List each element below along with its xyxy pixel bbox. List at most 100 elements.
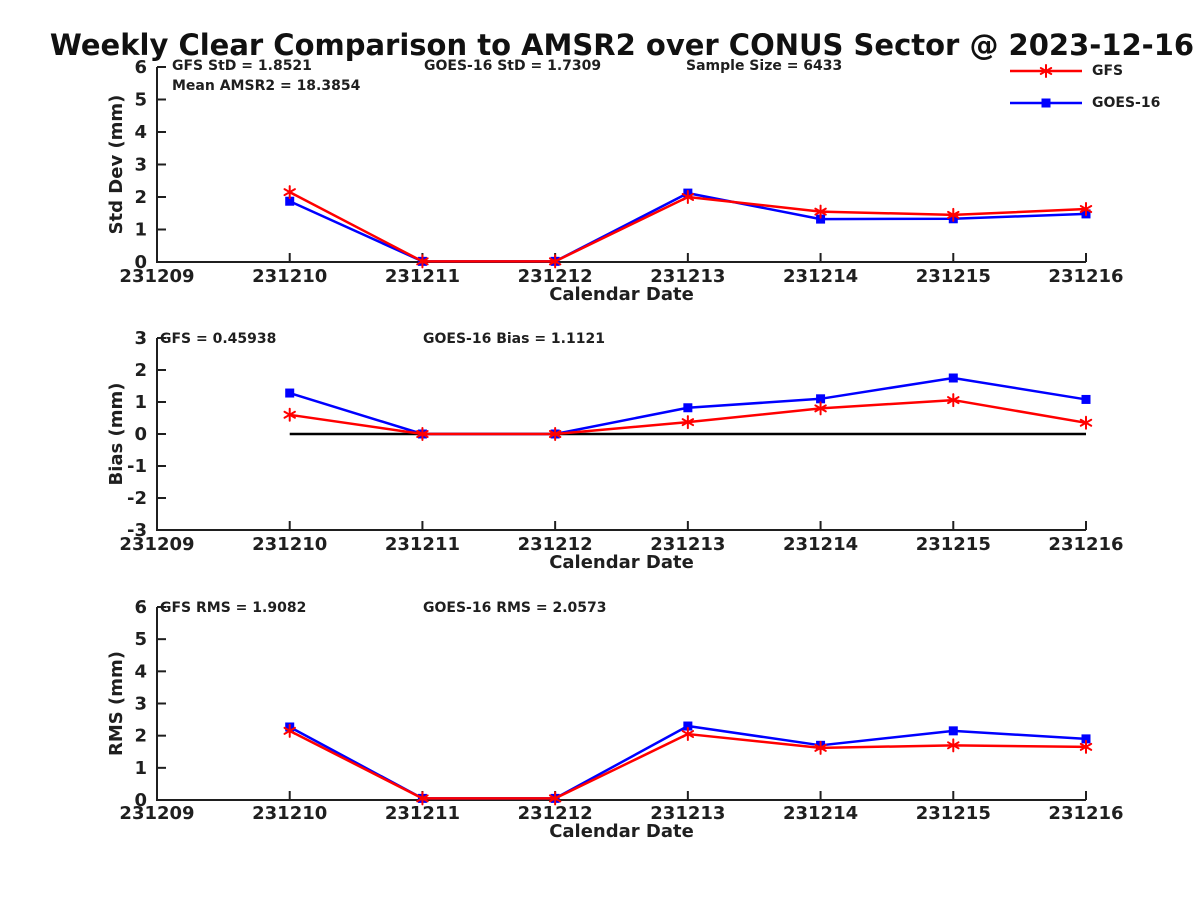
std-dev-x-tick-label: 231211	[385, 266, 460, 287]
std-dev-gfs-marker	[548, 254, 562, 269]
std-dev-gfs-marker	[1079, 202, 1093, 217]
rms-x-tick-label: 231210	[252, 803, 327, 824]
std-dev-gfs-marker	[947, 207, 960, 222]
rms-x-tick-label: 231212	[518, 803, 593, 824]
rms-gfs-marker	[548, 791, 562, 806]
bias-x-tick-label: 231213	[650, 534, 725, 555]
bias-y-tick-label: 2	[134, 360, 147, 381]
bias-annotation: GOES-16 Bias = 1.1121	[423, 331, 605, 347]
std-dev-x-tick-label: 231215	[916, 266, 991, 287]
std-dev-goes-16-marker	[285, 196, 295, 206]
legend-label-goes16: GOES-16	[1092, 95, 1161, 111]
bias-x-tick-label: 231216	[1048, 534, 1123, 555]
std-dev-annotation: GOES-16 StD = 1.7309	[424, 58, 601, 74]
rms-gfs-marker	[416, 791, 429, 806]
std-dev-annotation: Sample Size = 6433	[686, 58, 842, 74]
rms-annotation: GOES-16 RMS = 2.0573	[423, 600, 607, 616]
rms-gfs-marker	[283, 723, 296, 738]
std-dev-axes	[156, 67, 1086, 263]
bias-y-tick-label: -1	[127, 456, 147, 477]
bias-annotation: GFS = 0.45938	[160, 331, 276, 347]
rms-annotation: GFS RMS = 1.9082	[160, 600, 306, 616]
bias-x-tick-label: 231211	[385, 534, 460, 555]
rms-x-tick-label: 231211	[385, 803, 460, 824]
bias-x-axis-label: Calendar Date	[549, 552, 694, 573]
legend-label-gfs: GFS	[1092, 63, 1124, 79]
std-dev-y-tick-label: 3	[134, 155, 147, 176]
rms-gfs-marker	[814, 740, 827, 755]
legend-item-goes16: GOES-16	[1008, 89, 1160, 117]
std-dev-x-tick-label: 231210	[252, 266, 327, 287]
rms-gfs-marker	[947, 738, 960, 753]
std-dev-goes-16-marker	[816, 214, 826, 224]
std-dev-y-axis-label: Std Dev (mm)	[106, 95, 127, 235]
std-dev-y-tick-label: 5	[134, 90, 147, 111]
rms-goes-16-marker	[948, 726, 958, 736]
rms-y-tick-label: 4	[134, 661, 147, 682]
rms-x-tick-label: 231216	[1048, 803, 1123, 824]
rms-gfs-marker	[681, 727, 695, 742]
std-dev-x-tick-label: 231216	[1048, 266, 1123, 287]
legend: GFS GOES-16	[1008, 57, 1160, 117]
bias-y-tick-label: 0	[134, 424, 147, 445]
legend-item-gfs: GFS	[1008, 57, 1160, 85]
rms-goes-16-marker	[683, 721, 693, 731]
rms-goes-16-marker	[1081, 734, 1091, 744]
rms-gfs-marker	[1079, 739, 1093, 754]
bias-goes-16-marker	[683, 403, 693, 413]
std-dev-x-tick-label: 231212	[518, 266, 593, 287]
rms-axes	[156, 607, 1086, 801]
bias-x-tick-label: 231209	[119, 534, 194, 555]
bias-y-axis-label: Bias (mm)	[106, 383, 127, 486]
std-dev-y-tick-label: 1	[134, 220, 147, 241]
bias-gfs-marker	[283, 407, 296, 422]
bias-x-tick-label: 231214	[783, 534, 858, 555]
rms-y-tick-label: 6	[134, 597, 147, 618]
std-dev-y-tick-label: 4	[134, 122, 147, 143]
rms-x-tick-label: 231214	[783, 803, 858, 824]
bias-gfs-marker	[814, 401, 827, 416]
rms-y-tick-label: 2	[134, 726, 147, 747]
rms-y-tick-label: 0	[134, 790, 147, 811]
rms-y-tick-label: 5	[134, 629, 147, 650]
bias-goes-16-marker	[816, 394, 826, 404]
std-dev-annotation: GFS StD = 1.8521	[172, 58, 312, 74]
bias-gfs-marker	[548, 427, 562, 441]
bias-y-tick-label: -2	[127, 488, 147, 509]
bias-gfs-marker	[416, 427, 429, 441]
std-dev-x-axis-label: Calendar Date	[549, 284, 694, 305]
bias-y-tick-label: 1	[134, 392, 147, 413]
bias-goes-16-marker	[1081, 394, 1091, 404]
bias-x-tick-label: 231210	[252, 534, 327, 555]
bias-gfs-marker	[947, 393, 960, 408]
rms-y-tick-label: 1	[134, 758, 147, 779]
rms-y-axis-label: RMS (mm)	[106, 651, 127, 756]
std-dev-x-tick-label: 231209	[119, 266, 194, 287]
goes16-line-marker-icon	[1010, 98, 1082, 108]
bias-goes-16-marker	[285, 388, 295, 398]
std-dev-x-tick-label: 231213	[650, 266, 725, 287]
std-dev-y-tick-label: 2	[134, 187, 147, 208]
bias-y-tick-label: -3	[127, 520, 147, 541]
rms-y-tick-label: 3	[134, 694, 147, 715]
bias-gfs-marker	[681, 415, 695, 430]
std-dev-gfs-marker	[814, 204, 827, 219]
rms-x-tick-label: 231215	[916, 803, 991, 824]
rms-x-tick-label: 231209	[119, 803, 194, 824]
std-dev-gfs-marker	[681, 190, 695, 204]
std-dev-gfs-marker	[416, 254, 429, 269]
bias-y-tick-label: 3	[134, 328, 147, 349]
chart-title: Weekly Clear Comparison to AMSR2 over CO…	[49, 28, 1195, 62]
std-dev-y-tick-label: 0	[134, 252, 147, 273]
bias-x-tick-label: 231215	[916, 534, 991, 555]
bias-x-tick-label: 231212	[518, 534, 593, 555]
bias-goes-16-marker	[948, 373, 958, 383]
std-dev-x-tick-label: 231214	[783, 266, 858, 287]
std-dev-gfs-marker	[283, 185, 296, 200]
rms-x-axis-label: Calendar Date	[549, 821, 694, 842]
rms-x-tick-label: 231213	[650, 803, 725, 824]
gfs-line-marker-icon	[1010, 64, 1082, 78]
std-dev-y-tick-label: 6	[134, 57, 147, 78]
